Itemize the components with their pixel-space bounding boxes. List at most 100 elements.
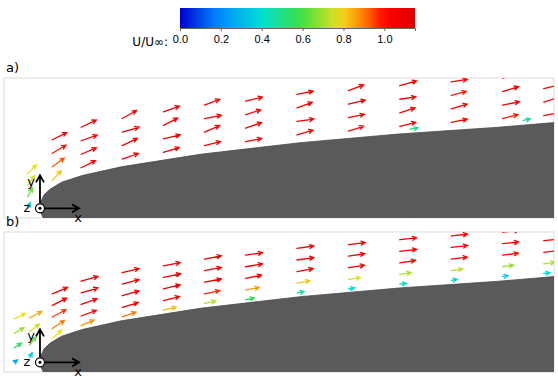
velocity-vector (297, 90, 313, 94)
velocity-vector (348, 287, 354, 291)
velocity-vector (122, 279, 139, 284)
velocity-vector (246, 109, 261, 114)
velocity-vector (503, 114, 518, 119)
colorbar-tick: 0.6 (295, 28, 310, 45)
velocity-vector (400, 96, 416, 100)
velocity-vector (246, 137, 262, 141)
velocity-vector (163, 134, 180, 139)
axis-label-y: y (27, 174, 35, 189)
velocity-vector (30, 312, 42, 318)
velocity-vector (163, 306, 176, 310)
velocity-vector (348, 276, 360, 280)
velocity-vector (523, 118, 530, 122)
velocity-vector (122, 312, 136, 317)
velocity-vector (348, 126, 363, 131)
velocity-vector (503, 101, 520, 105)
colorbar-tick-label: 0.4 (255, 33, 270, 45)
velocity-vector (451, 118, 467, 122)
velocity-vector (52, 145, 66, 153)
velocity-vector (204, 255, 221, 259)
velocity-vector (544, 111, 554, 115)
plot-area (13, 232, 554, 372)
velocity-vector (163, 296, 179, 301)
axis-label-x: x (74, 364, 82, 379)
velocity-vector (52, 158, 64, 167)
velocity-vector (410, 127, 418, 131)
glyph-z-dot (38, 361, 41, 364)
colorbar-tick-mark (343, 28, 344, 31)
velocity-vector (122, 153, 138, 159)
panel-label: b) (6, 214, 19, 229)
velocity-vector (52, 133, 66, 140)
velocity-vector (246, 96, 263, 101)
glyph-z-circle (35, 204, 44, 213)
velocity-vector (81, 276, 98, 282)
plot-area (27, 78, 554, 218)
velocity-vector (297, 267, 313, 271)
velocity-vector (14, 313, 25, 319)
colorbar-tick-label: 1.0 (377, 33, 392, 45)
velocity-vector (122, 302, 138, 308)
velocity-vector (400, 80, 417, 86)
colorbar-tick-label: 0.2 (214, 33, 229, 45)
velocity-vector (348, 99, 365, 104)
axis-label-z: z (24, 200, 31, 215)
velocity-vector (503, 252, 519, 256)
colorbar-tick: 0.2 (214, 28, 229, 45)
airfoil (40, 122, 554, 218)
colorbar-tick: 0.0 (173, 28, 188, 45)
velocity-vector (503, 274, 509, 278)
colorbar-tick: 0.4 (255, 28, 270, 45)
airfoil (40, 276, 554, 372)
velocity-vector (81, 310, 96, 316)
velocity-vector (503, 240, 519, 244)
axis-label-x: x (74, 210, 82, 225)
velocity-vector (204, 114, 221, 118)
velocity-vector (451, 278, 457, 282)
velocity-vector (13, 360, 17, 364)
velocity-vector (451, 103, 467, 109)
velocity-vector (297, 256, 314, 260)
colorbar-tick-mark (384, 28, 385, 31)
velocity-vector (451, 268, 463, 272)
colorbar-axis: 0.0 0.2 0.4 0.6 0.8 1.0 (173, 28, 416, 45)
velocity-vector (451, 256, 467, 260)
axis-glyph (35, 175, 79, 213)
velocity-vector (52, 171, 61, 181)
velocity-vector (451, 78, 467, 82)
velocity-vector (400, 107, 415, 112)
velocity-vector (81, 298, 97, 304)
velocity-vector (52, 330, 62, 338)
velocity-vector (246, 251, 263, 255)
colorbar-tick-label: 0.0 (173, 33, 188, 45)
velocity-vector (163, 273, 180, 278)
colorbar (180, 8, 415, 28)
velocity-vector (204, 266, 221, 270)
velocity-vector (451, 91, 466, 96)
velocity-vector (52, 298, 66, 305)
velocity-vector (246, 274, 262, 278)
velocity-vector (204, 300, 215, 304)
velocity-vector (297, 118, 314, 122)
velocity-vector (14, 328, 24, 334)
velocity-vector (14, 343, 21, 348)
velocity-vector (400, 248, 417, 252)
velocity-vector (204, 99, 219, 105)
colorbar-tick-mark (262, 28, 263, 31)
velocity-vector (122, 111, 136, 119)
velocity-vector (348, 252, 364, 256)
velocity-vector (451, 244, 467, 248)
colorbar-tick-mark (221, 28, 222, 31)
velocity-vector (348, 241, 365, 245)
velocity-vector (163, 284, 180, 289)
velocity-vector (81, 120, 96, 127)
velocity-vector (544, 261, 554, 265)
velocity-vector (81, 161, 95, 168)
velocity-vector (163, 261, 180, 265)
velocity-vector (400, 271, 411, 275)
glyph-y-arrow (36, 329, 44, 357)
velocity-vector (400, 259, 416, 263)
velocity-vector (81, 320, 94, 326)
velocity-vector (204, 141, 220, 146)
colorbar-tick: 0.8 (336, 28, 351, 45)
